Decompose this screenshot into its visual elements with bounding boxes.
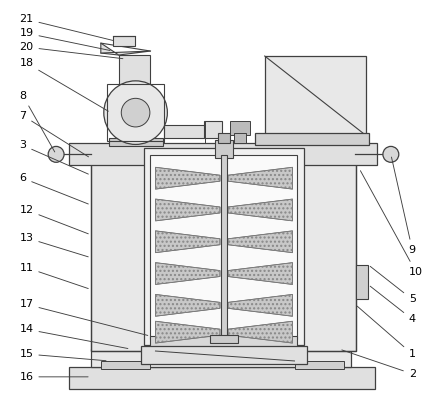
Bar (140, 346, 307, 364)
Polygon shape (155, 321, 220, 343)
Text: 13: 13 (19, 233, 88, 257)
Bar (113, 36, 135, 46)
Text: 10: 10 (361, 171, 423, 277)
Bar (164, 125, 206, 138)
Bar (69, 143, 377, 165)
Bar (301, 152, 356, 351)
Circle shape (48, 146, 64, 162)
Polygon shape (228, 263, 292, 285)
Bar (356, 265, 368, 299)
Text: 15: 15 (19, 349, 106, 361)
Text: 2: 2 (342, 350, 416, 379)
Bar (151, 155, 298, 339)
Bar (91, 152, 145, 351)
Text: 6: 6 (19, 173, 88, 204)
Text: 14: 14 (19, 324, 128, 349)
Polygon shape (155, 231, 220, 253)
Bar (119, 55, 151, 85)
Text: 19: 19 (19, 28, 110, 50)
Text: 12: 12 (19, 205, 88, 234)
Polygon shape (155, 294, 220, 316)
Bar (151, 336, 298, 348)
Polygon shape (155, 263, 220, 285)
Bar (301, 152, 356, 351)
Bar (210, 335, 238, 343)
Text: 8: 8 (19, 91, 55, 152)
Text: 5: 5 (370, 266, 416, 304)
Polygon shape (155, 167, 220, 189)
Text: 7: 7 (19, 111, 89, 157)
Circle shape (121, 98, 150, 127)
Polygon shape (228, 294, 292, 316)
Bar (255, 133, 369, 145)
Text: 17: 17 (19, 299, 148, 335)
Text: 20: 20 (19, 42, 123, 59)
Bar (230, 121, 250, 135)
Bar (215, 140, 233, 158)
Bar (234, 133, 246, 143)
Bar (221, 155, 227, 337)
Bar (101, 361, 151, 369)
Bar (295, 361, 344, 369)
Text: 9: 9 (392, 157, 416, 255)
Bar (218, 133, 230, 143)
Polygon shape (228, 167, 292, 189)
Text: 4: 4 (370, 286, 416, 324)
Text: 18: 18 (19, 58, 109, 111)
Polygon shape (228, 199, 292, 221)
Polygon shape (228, 321, 292, 343)
Text: 11: 11 (19, 263, 88, 289)
Polygon shape (101, 43, 151, 55)
Bar (109, 138, 163, 146)
Bar (144, 148, 304, 345)
Bar (204, 121, 222, 138)
Bar (91, 349, 351, 367)
Text: 1: 1 (357, 306, 416, 359)
Bar (91, 152, 145, 351)
Bar (69, 367, 375, 389)
Circle shape (383, 146, 399, 162)
Text: 16: 16 (19, 372, 88, 382)
Circle shape (104, 81, 167, 145)
Bar (265, 56, 366, 135)
Polygon shape (228, 231, 292, 253)
Text: 21: 21 (19, 14, 113, 40)
Text: 3: 3 (19, 140, 88, 174)
Polygon shape (155, 199, 220, 221)
Bar (107, 84, 164, 141)
